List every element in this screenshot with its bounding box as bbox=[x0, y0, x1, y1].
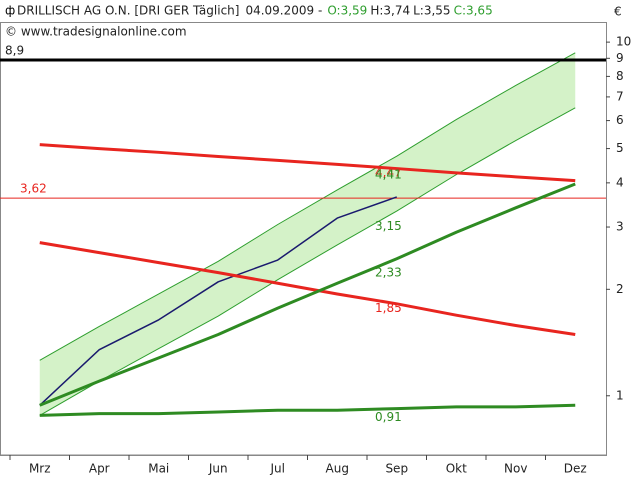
y-tick-label: 6 bbox=[616, 113, 624, 127]
series-line bbox=[39, 196, 398, 406]
y-tick-label: 10 bbox=[616, 35, 631, 49]
annotation: 1,85 bbox=[375, 301, 402, 315]
copyright: © www.tradesignalonline.com bbox=[5, 25, 187, 39]
series-line bbox=[39, 241, 576, 337]
quote-value: H:3,74 bbox=[370, 4, 410, 18]
annotation: 4,41 bbox=[375, 167, 402, 181]
x-tick-label: Jun bbox=[208, 462, 228, 476]
header: ф DRILLISCH AG O.N. [DRI GER Täglich] bbox=[5, 4, 239, 18]
horizontal-line-label: 8,9 bbox=[5, 44, 24, 58]
y-tick-label: 1 bbox=[616, 388, 624, 402]
horizontal-line-label: 3,62 bbox=[20, 182, 47, 196]
y-tick-label: 7 bbox=[616, 89, 624, 103]
y-tick-label: 3 bbox=[616, 220, 624, 234]
y-tick-label: 5 bbox=[616, 141, 624, 155]
series-line bbox=[39, 143, 576, 183]
y-tick-label: 8 bbox=[616, 69, 624, 83]
series-line bbox=[39, 403, 576, 417]
annotation: 2,33 bbox=[375, 265, 402, 279]
x-tick-label: Apr bbox=[89, 462, 110, 476]
x-tick-label: Dez bbox=[564, 462, 587, 476]
series-line bbox=[39, 182, 576, 407]
x-tick-label: Sep bbox=[385, 462, 408, 476]
quote-value: L:3,55 bbox=[413, 4, 450, 18]
annotation: 3,15 bbox=[375, 219, 402, 233]
x-tick-label: Nov bbox=[504, 462, 527, 476]
y-tick-label: 9 bbox=[616, 51, 624, 65]
currency-label: € bbox=[614, 5, 622, 19]
x-tick-label: Mai bbox=[148, 462, 169, 476]
chart-title: DRILLISCH AG O.N. [DRI GER Täglich] bbox=[17, 4, 239, 18]
quote-value: O:3,59 bbox=[327, 4, 367, 18]
x-tick-label: Jul bbox=[270, 462, 285, 476]
quote-value: C:3,65 bbox=[454, 4, 493, 18]
x-tick-label: Aug bbox=[326, 462, 349, 476]
x-tick-label: Mrz bbox=[29, 462, 51, 476]
annotation: 0,91 bbox=[375, 410, 402, 424]
x-tick-label: Okt bbox=[446, 462, 467, 476]
date: 04.09.2009 - bbox=[245, 4, 322, 18]
channel-line bbox=[39, 107, 576, 416]
chart-icon: ф bbox=[5, 4, 15, 18]
y-tick-label: 4 bbox=[616, 175, 624, 189]
channel-fill bbox=[39, 52, 576, 416]
channel-line bbox=[39, 52, 576, 361]
y-tick-label: 2 bbox=[616, 282, 624, 296]
annotation: 4,47 bbox=[375, 165, 402, 179]
